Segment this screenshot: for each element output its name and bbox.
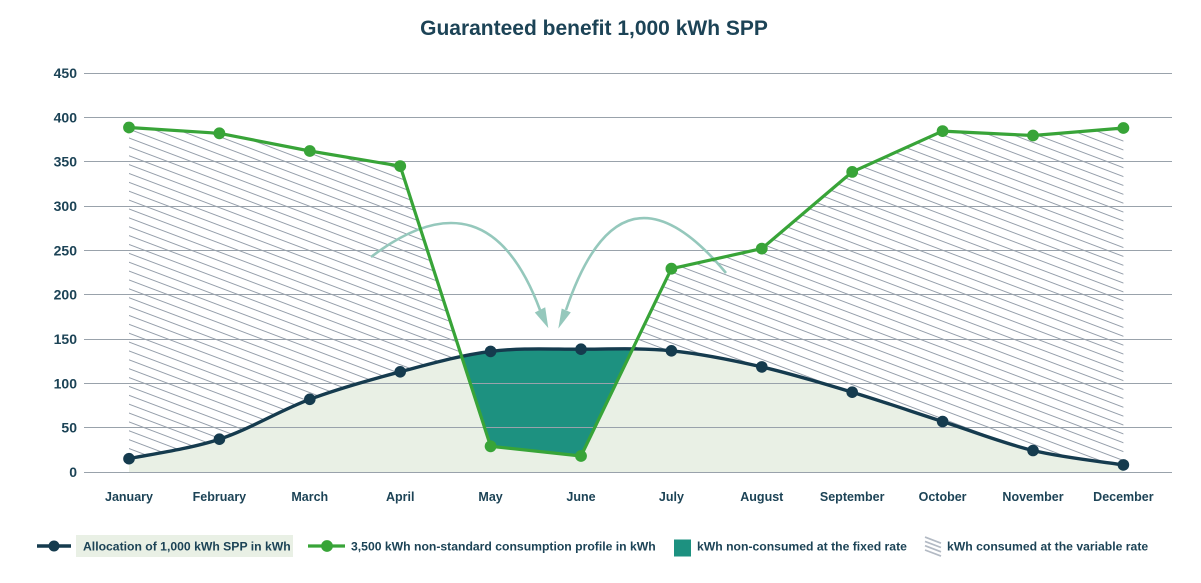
svg-text:kWh consumed at the variable r: kWh consumed at the variable rate xyxy=(947,540,1148,554)
svg-text:Guaranteed benefit 1,000 kWh S: Guaranteed benefit 1,000 kWh SPP xyxy=(420,17,768,40)
svg-text:400: 400 xyxy=(54,109,78,125)
svg-text:December: December xyxy=(1093,490,1154,504)
svg-text:kWh non-consumed at the fixed: kWh non-consumed at the fixed rate xyxy=(697,540,907,554)
svg-text:January: January xyxy=(105,490,153,504)
svg-text:300: 300 xyxy=(54,198,78,214)
svg-text:April: April xyxy=(386,490,414,504)
svg-text:June: June xyxy=(566,490,595,504)
svg-text:50: 50 xyxy=(61,420,77,436)
svg-text:450: 450 xyxy=(54,65,78,81)
svg-text:150: 150 xyxy=(54,331,78,347)
svg-text:0: 0 xyxy=(69,464,77,480)
svg-text:July: July xyxy=(659,490,684,504)
svg-text:May: May xyxy=(478,490,502,504)
svg-text:October: October xyxy=(919,490,967,504)
svg-text:September: September xyxy=(820,490,885,504)
svg-text:200: 200 xyxy=(54,287,78,303)
svg-text:August: August xyxy=(740,490,784,504)
svg-text:November: November xyxy=(1002,490,1063,504)
svg-text:3,500 kWh non-standard consump: 3,500 kWh non-standard consumption profi… xyxy=(351,540,656,554)
svg-text:February: February xyxy=(193,490,247,504)
svg-text:350: 350 xyxy=(54,154,78,170)
svg-text:250: 250 xyxy=(54,242,78,258)
svg-text:Allocation of 1,000 kWh SPP in: Allocation of 1,000 kWh SPP in kWh xyxy=(83,540,291,554)
svg-text:100: 100 xyxy=(54,375,78,391)
svg-text:March: March xyxy=(291,490,328,504)
